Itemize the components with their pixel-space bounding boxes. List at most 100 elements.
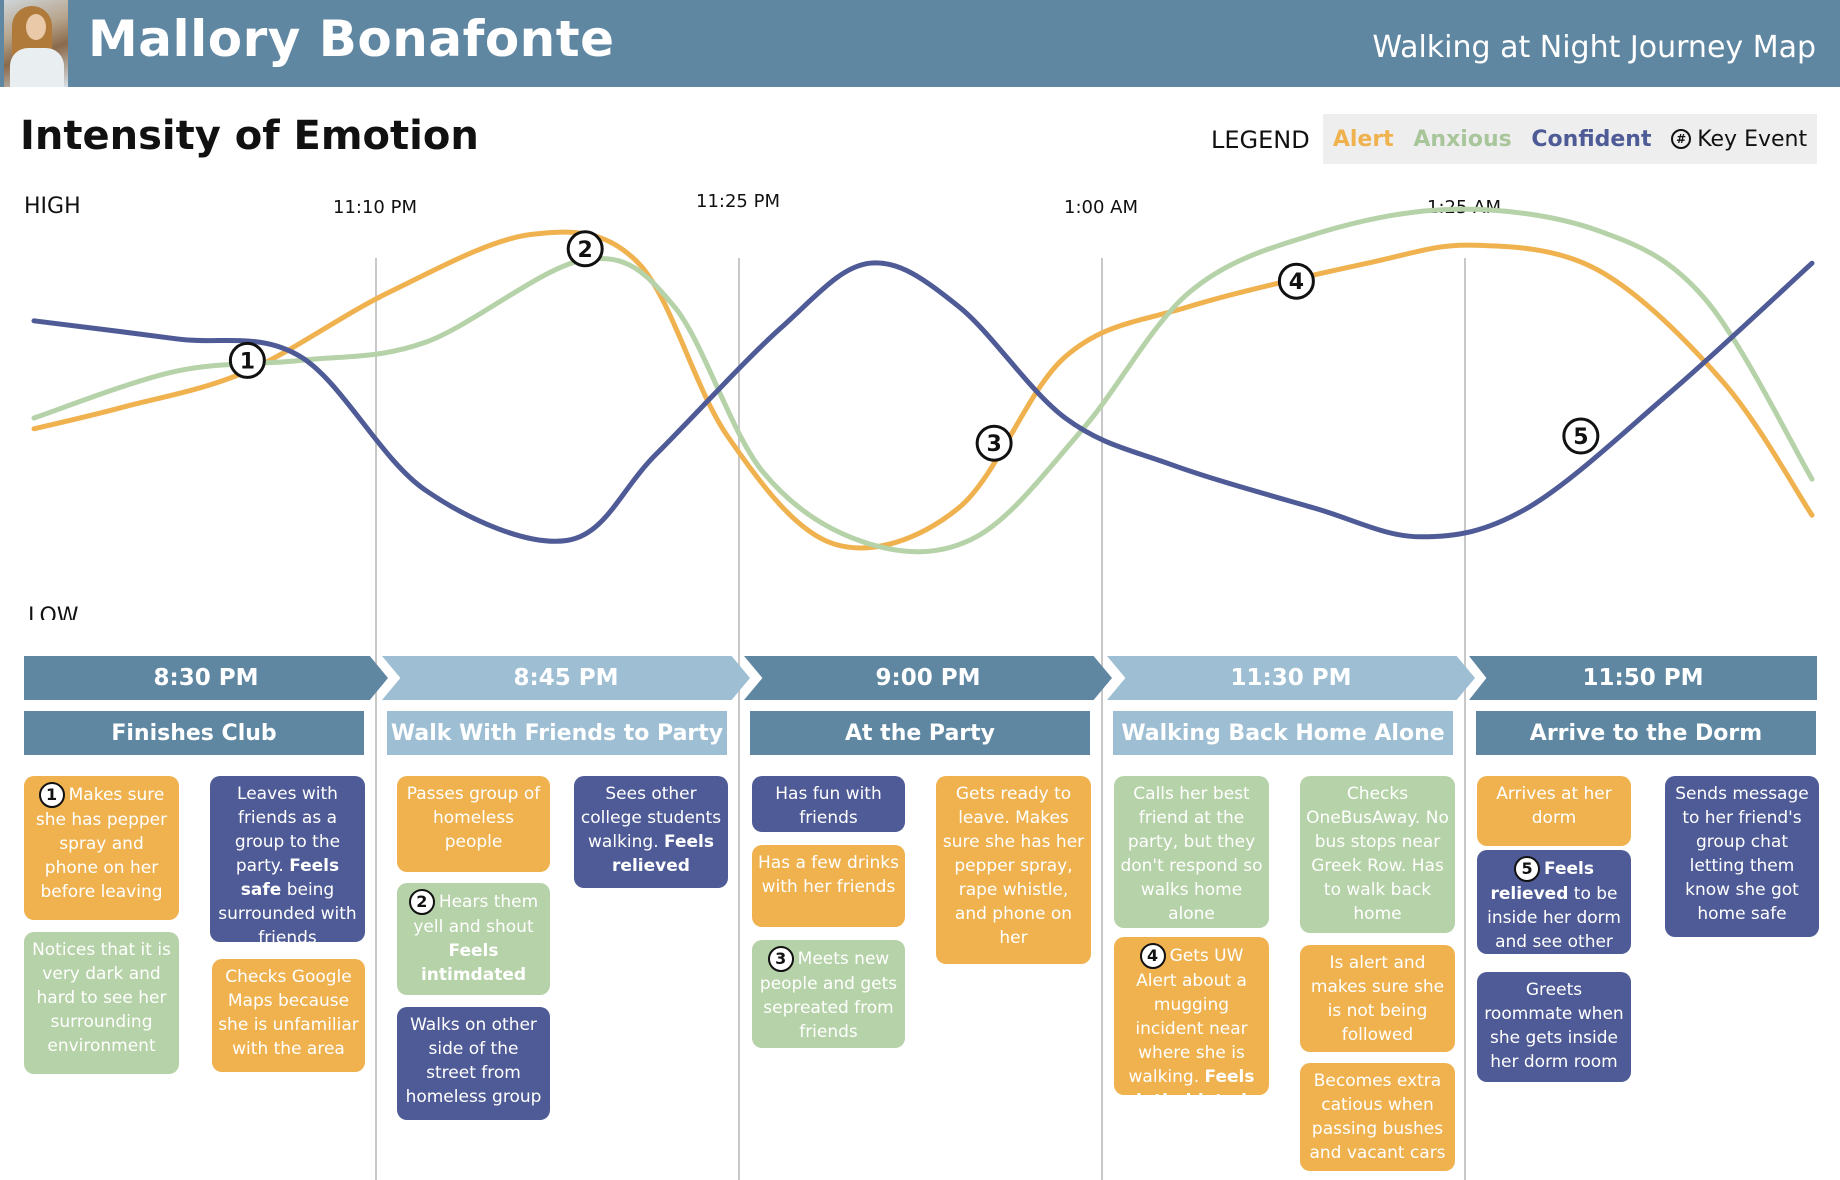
event-card: Becomes extra catious when passing bushe… [1300,1063,1455,1171]
key-event-number: 3 [986,432,1001,457]
time-label: 8:30 PM [153,665,259,691]
event-card: Arrives at her dorm [1477,776,1631,846]
time-arrow-1: 8:30 PM [24,656,388,700]
event-card: 5 Feels relieved to be inside her dorm an… [1477,850,1631,976]
stage-arrive-dorm: Arrive to the Dorm [1476,711,1816,755]
key-event-circle [228,341,266,379]
stage-at-the-party: At the Party [750,711,1090,755]
event-card: 1 Makes sure she has pepper spray and pho… [24,776,179,920]
key-event-number: 2 [578,238,593,263]
card-text: Calls her best friend at the party, but … [1120,784,1263,924]
persona-name: Mallory Bonafonte [88,10,615,68]
time-marker-label: 11:25 PM [696,191,780,212]
y-axis-high-label: HIGH [24,194,81,219]
time-arrow-2: 8:45 PM [382,656,750,700]
key-event-marker: 5 [1562,417,1600,455]
key-event-circle [975,424,1013,462]
legend-alert: Alert [1332,126,1394,152]
card-text: Walks on other side of the street from h… [405,1015,542,1107]
card-text: Arrives at her dorm [1496,784,1612,828]
card-text: Sees other college students walking. [580,784,722,852]
key-event-circle [566,230,604,268]
card-feeling: Feels relieved [612,832,714,876]
card-text: Checks Google Maps because she is unfami… [218,967,359,1059]
event-card: 2 Hears them yell and shout Feels intimda… [397,883,550,995]
event-card: Notices that it is very dark and hard to… [24,932,179,1074]
card-text: Gets ready to leave. Makes sure she has … [942,784,1085,948]
key-event-marker: 3 [975,424,1013,462]
event-card: Gets ready to leave. Makes sure she has … [936,776,1091,964]
key-event-badge: 2 [408,889,435,915]
y-axis-low-label: LOW [28,604,79,620]
key-event-circle [1277,262,1315,300]
stage-divider [738,258,740,1180]
key-event-number: 4 [1289,270,1304,295]
event-card: Has fun with friends [752,776,905,832]
event-card: 3 Meets new people and gets sepreated fro… [752,940,905,1048]
series-line-confident [31,260,1815,544]
section-title: Intensity of Emotion [20,113,479,159]
event-card: Sees other college students walking. Fee… [574,776,728,888]
key-event-badge: 4 [1139,943,1166,969]
card-text: Has fun with friends [775,784,882,828]
time-label: 8:45 PM [513,665,619,691]
card-feeling: Feels safe [240,856,340,900]
card-text: to be inside her dorm and see other stud… [1487,884,1621,976]
time-arrow-4: 11:30 PM [1107,656,1475,700]
card-text: Hears them yell and shout [413,892,539,937]
event-card: Leaves with friends as a group to the pa… [210,776,365,948]
key-event-icon: # [1671,129,1692,149]
card-text: Meets new people and gets sepreated from… [759,949,898,1042]
card-text: Makes sure she has pepper spray and phon… [35,785,168,902]
card-feeling: Feels relieved [1490,859,1594,904]
card-text: Passes group of homeless people [406,784,541,852]
card-text: Checks OneBusAway. No bus stops near Gre… [1306,784,1449,924]
time-label: 11:30 PM [1230,665,1352,691]
card-text: Has a few drinks with her friends [758,853,900,897]
card-text: Notices that it is very dark and hard to… [32,940,171,1056]
legend: Alert Anxious Confident # Key Event [1323,114,1817,164]
card-text-tail: being surrounded with friends [218,880,357,948]
key-event-marker: 2 [566,230,604,268]
time-label: 11:50 PM [1582,665,1704,691]
avatar-face-shape [26,14,46,40]
key-event-circle [1562,417,1600,455]
event-card: Checks Google Maps because she is unfami… [212,959,365,1072]
event-card: Is alert and makes sure she is not being… [1300,945,1455,1052]
event-card: Greets roommate when she gets inside her… [1477,972,1631,1082]
avatar-coat-shape [10,48,64,87]
card-text: Becomes extra catious when passing bushe… [1309,1071,1446,1163]
stage-walking-home-alone: Walking Back Home Alone [1113,711,1453,755]
stage-walk-with-friends: Walk With Friends to Party [387,711,727,755]
page-header: Mallory Bonafonte Walking at Night Journ… [0,0,1840,87]
avatar [4,0,68,87]
key-event-badge: 1 [38,782,65,808]
card-text: Gets UW Alert about a mugging incident n… [1128,946,1248,1087]
card-feeling: Feels intimdated [420,941,527,985]
legend-key-event: # Key Event [1671,127,1807,152]
card-text: Greets roommate when she gets inside her… [1484,980,1624,1072]
event-card: Has a few drinks with her friends [752,845,905,927]
key-event-badge: 3 [767,946,794,972]
legend-label: LEGEND [1211,126,1310,154]
time-label: 9:00 PM [875,665,981,691]
series-line-anxious [31,206,1815,555]
card-text: Leaves with friends as a group to the pa… [234,784,341,876]
series-line-alert [31,229,1815,551]
card-feeling: Feels intimidated [1136,1067,1255,1111]
key-event-marker: 1 [228,341,266,379]
stage-finishes-club: Finishes Club [24,711,364,755]
card-text: Is alert and makes sure she is not being… [1310,953,1445,1045]
journey-map-title: Walking at Night Journey Map [1372,30,1816,65]
event-card: 4 Gets UW Alert about a mugging incident … [1114,937,1269,1111]
event-card: Checks OneBusAway. No bus stops near Gre… [1300,776,1455,933]
key-event-marker: 4 [1277,262,1315,300]
event-card: Walks on other side of the street from h… [397,1007,550,1120]
emotion-chart: HIGH LOW 11:10 PM 11:25 PM 1:00 AM 1:25 AM … [24,191,1815,620]
key-event-number: 1 [240,349,255,374]
time-arrow-5: 11:50 PM [1469,656,1817,700]
time-marker-label: 1:00 AM [1064,197,1138,218]
time-arrow-3: 9:00 PM [744,656,1112,700]
event-card: Calls her best friend at the party, but … [1114,776,1269,928]
key-event-badge: 5 [1514,856,1541,882]
